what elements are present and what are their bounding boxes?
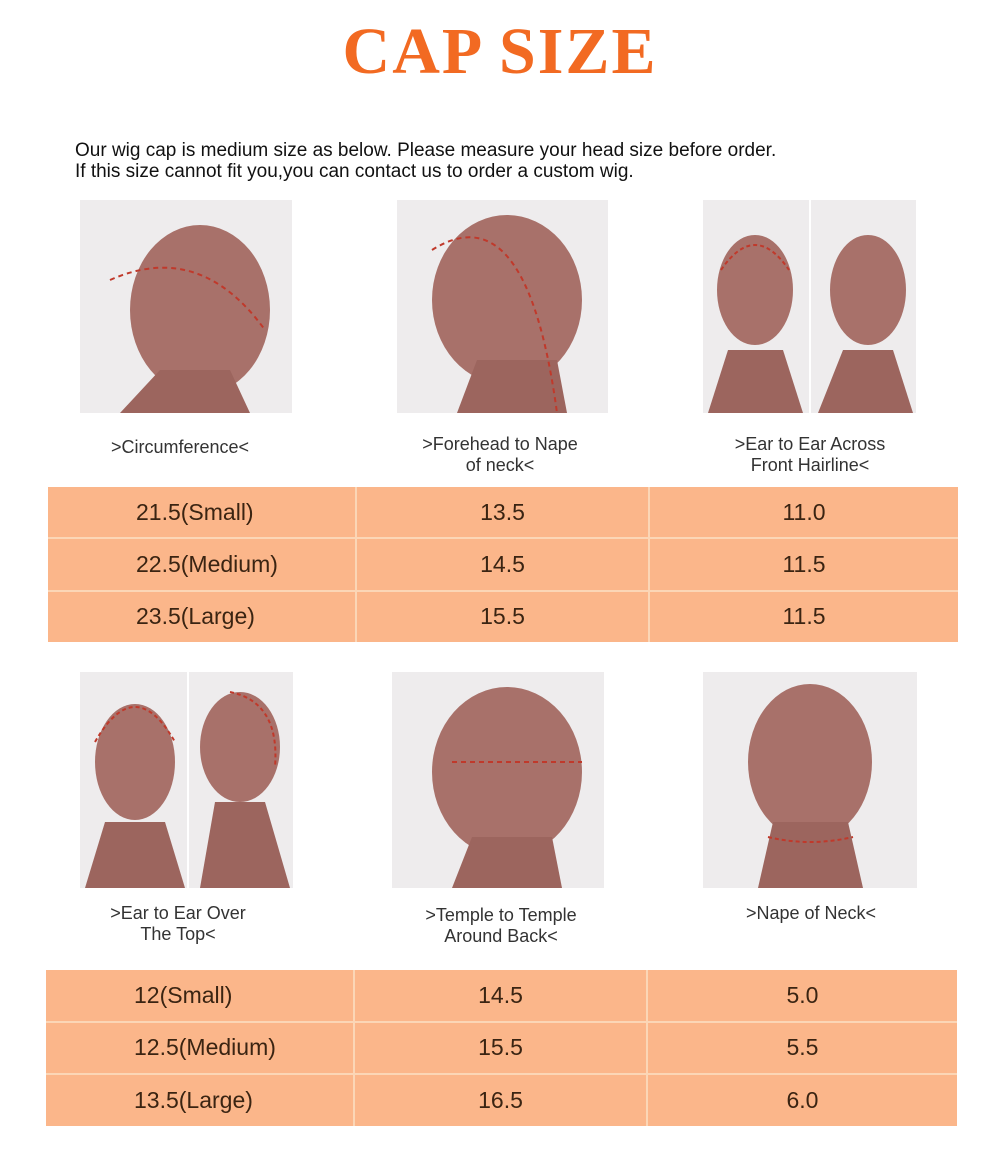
- intro-line: If this size cannot fit you,you can cont…: [75, 161, 634, 182]
- label-ear-to-ear-front: >Ear to Ear Across Front Hairline<: [734, 434, 886, 475]
- page-title: CAP SIZE: [342, 15, 658, 88]
- table-cell: 15.5: [357, 591, 648, 642]
- table-cell: 11.5: [650, 591, 958, 642]
- photo-nape-of-neck: [703, 672, 917, 888]
- intro-line: Our wig cap is medium size as below. Ple…: [75, 140, 777, 161]
- label-ear-to-ear-top: >Ear to Ear Over The Top<: [110, 903, 246, 944]
- table-cell: 16.5: [355, 1075, 646, 1126]
- table-cell: 13.5: [357, 487, 648, 538]
- size-table-1: 21.5(Small) 13.5 11.0 22.5(Medium) 14.5 …: [48, 487, 958, 642]
- table-cell: 23.5(Large): [48, 591, 355, 642]
- table-row: 12.5(Medium) 15.5 5.5: [46, 1022, 957, 1074]
- table-cell: 22.5(Medium): [48, 539, 355, 590]
- table-cell: 14.5: [355, 970, 646, 1021]
- table-cell: 15.5: [355, 1022, 646, 1074]
- table-row: 22.5(Medium) 14.5 11.5: [48, 539, 958, 590]
- table-row: 23.5(Large) 15.5 11.5: [48, 591, 958, 642]
- photo-circumference: [80, 200, 292, 413]
- size-table-2: 12(Small) 14.5 5.0 12.5(Medium) 15.5 5.5…: [46, 970, 957, 1126]
- table-cell: 11.5: [650, 539, 958, 590]
- label-circumference: >Circumference<: [110, 437, 250, 457]
- table-cell: 21.5(Small): [48, 487, 355, 538]
- table-row: 21.5(Small) 13.5 11.0: [48, 487, 958, 538]
- table-cell: 13.5(Large): [46, 1075, 353, 1126]
- table-cell: 12.5(Medium): [46, 1022, 353, 1074]
- photo-ear-to-ear-front: [703, 200, 916, 413]
- table-cell: 6.0: [648, 1075, 957, 1126]
- table-cell: 12(Small): [46, 970, 353, 1021]
- label-forehead-to-nape: >Forehead to Nape of neck<: [422, 434, 578, 475]
- label-nape-of-neck: >Nape of Neck<: [745, 903, 877, 923]
- table-row: 13.5(Large) 16.5 6.0: [46, 1075, 957, 1126]
- table-row: 12(Small) 14.5 5.0: [46, 970, 957, 1021]
- photo-temple-to-temple: [392, 672, 604, 888]
- photo-forehead-to-nape: [397, 200, 608, 413]
- photo-ear-to-ear-top: [80, 672, 293, 888]
- label-temple-to-temple: >Temple to Temple Around Back<: [425, 905, 577, 946]
- table-cell: 14.5: [357, 539, 648, 590]
- table-cell: 5.5: [648, 1022, 957, 1074]
- table-cell: 5.0: [648, 970, 957, 1021]
- intro-text: Our wig cap is medium size as below. Ple…: [75, 140, 776, 182]
- table-cell: 11.0: [650, 487, 958, 538]
